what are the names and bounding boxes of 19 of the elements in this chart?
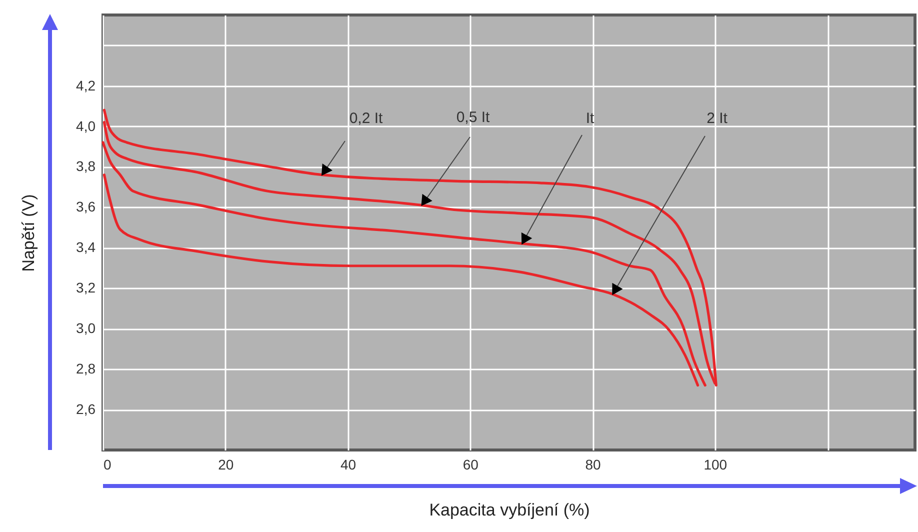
- y-tick-label: 2,8: [76, 360, 96, 377]
- x-tick-label: 100: [704, 456, 728, 472]
- y-tick-label: 4,0: [76, 118, 96, 134]
- x-tick-label: 40: [340, 456, 356, 472]
- y-axis-title: Napětí (V): [19, 194, 38, 272]
- x-tick-label: 60: [462, 456, 479, 472]
- x-tick-label: 20: [218, 456, 234, 472]
- y-tick-label: 3,2: [76, 280, 96, 296]
- x-tick-label: 80: [585, 456, 602, 472]
- annotation: 0,2 It: [349, 110, 384, 127]
- y-tick-label: 3,0: [76, 320, 96, 336]
- x-tick-label: 0: [104, 456, 112, 472]
- y-tick-label: 3,6: [76, 198, 96, 215]
- y-tick-label: 3,8: [76, 158, 96, 174]
- y-tick-label: 2,6: [76, 401, 96, 418]
- x-axis-title: Kapacita vybíjení (%): [429, 500, 590, 520]
- annotation: 2 It: [706, 110, 728, 127]
- y-tick-label: 3,4: [76, 239, 96, 256]
- y-tick-label: 4,2: [76, 77, 96, 94]
